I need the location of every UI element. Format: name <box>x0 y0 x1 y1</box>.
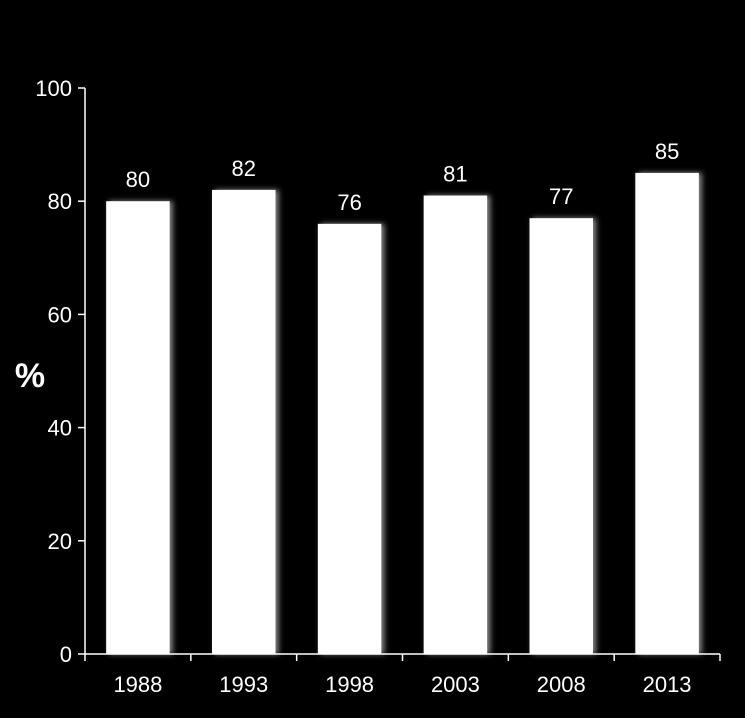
data-label-2008: 77 <box>549 184 573 209</box>
x-tick-label-1993: 1993 <box>219 672 268 697</box>
y-tick-label: 0 <box>60 642 72 667</box>
bar-2003 <box>423 195 488 655</box>
data-label-1988: 80 <box>126 167 150 192</box>
y-tick-label: 80 <box>48 189 72 214</box>
data-label-1998: 76 <box>337 190 361 215</box>
x-tick-label-1998: 1998 <box>325 672 374 697</box>
y-tick-label: 40 <box>48 416 72 441</box>
data-label-2013: 85 <box>655 139 679 164</box>
bar-2008 <box>529 218 593 654</box>
x-tick-label-2013: 2013 <box>643 672 692 697</box>
x-tick-label-2008: 2008 <box>537 672 586 697</box>
bar-1993 <box>212 189 276 654</box>
plot-area: 0 20 40 60 80 100 80 1988 82 1993 76 1998 81 2003 77 20… <box>35 76 721 697</box>
y-tick-label: 20 <box>48 529 72 554</box>
data-label-2003: 81 <box>443 162 467 187</box>
bar-2013 <box>635 172 699 654</box>
bar-1998 <box>317 223 382 654</box>
x-tick-label-2003: 2003 <box>431 672 480 697</box>
y-tick-label: 60 <box>48 302 72 327</box>
bar-1988 <box>106 201 170 654</box>
x-tick-label-1988: 1988 <box>113 672 162 697</box>
y-axis-label: % <box>15 357 45 395</box>
data-label-1993: 82 <box>232 156 256 181</box>
y-tick-label: 100 <box>35 76 72 101</box>
